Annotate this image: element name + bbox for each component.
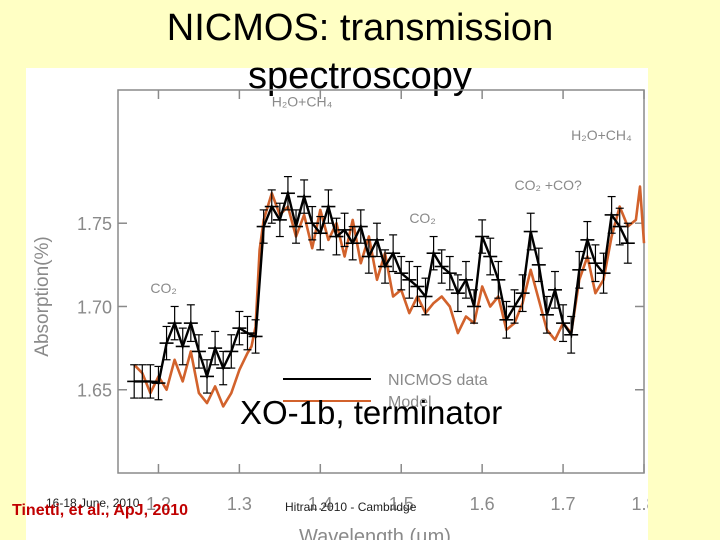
data-point (491, 260, 506, 299)
slide-subtitle: XO-1b, terminator (240, 394, 503, 431)
data-point (151, 365, 166, 401)
data-point (369, 222, 384, 258)
data-point (353, 209, 368, 244)
x-tick-label: 1.2 (146, 494, 171, 514)
data-point (386, 234, 401, 273)
data-point (467, 289, 482, 324)
legend-label-model: Model (388, 394, 432, 411)
data-point (483, 237, 498, 276)
y-tick-label: 1.75 (77, 214, 112, 234)
data-point (418, 277, 433, 316)
slide-title-line-1: NICMOS: transmission (166, 7, 554, 49)
legend-label-data: NICMOS data (388, 372, 488, 389)
plot-frame (117, 89, 645, 474)
data-point (434, 249, 449, 284)
x-tick-label: 1.4 (308, 494, 333, 514)
x-tick-label: 1.8 (631, 494, 648, 514)
data-point (183, 304, 198, 343)
data-point (200, 359, 215, 394)
data-point (588, 244, 603, 283)
data-point (337, 212, 352, 248)
species-annotation: CO₂ (150, 280, 176, 296)
footer-date: 16-18 June, 2010 (46, 496, 140, 510)
data-point (240, 315, 255, 351)
data-point (523, 212, 538, 251)
data-point (507, 289, 522, 324)
data-point (394, 255, 409, 291)
data-point (604, 195, 619, 234)
data-point (224, 334, 239, 369)
y-axis-label: Absorption(%) (32, 236, 53, 356)
data-point (531, 247, 546, 283)
citation: Tinetti, et al., ApJ, 2010 (12, 502, 189, 519)
data-point (159, 325, 174, 361)
data-point (539, 295, 554, 334)
species-annotation: H₂O+CH₄ (272, 94, 333, 110)
data-point (580, 220, 595, 259)
data-point (297, 179, 312, 214)
data-point (321, 189, 336, 224)
data-point (248, 319, 263, 354)
series-nicmos-data-line (134, 188, 629, 385)
data-point (191, 334, 206, 369)
species-annotation: H₂O+CH₄ (571, 127, 632, 143)
data-point (556, 304, 571, 343)
x-tick-label: 1.7 (551, 494, 576, 514)
data-point (272, 202, 287, 238)
data-point (402, 260, 417, 299)
species-annotation: CO₂ +CO? (515, 177, 583, 193)
data-point (515, 274, 530, 313)
species-annotation: CO₂ (409, 210, 435, 226)
data-point (442, 255, 457, 291)
data-point (475, 219, 490, 254)
data-point (264, 189, 279, 224)
data-point (280, 175, 295, 211)
data-point (289, 209, 304, 244)
data-point (426, 235, 441, 271)
data-point (620, 222, 635, 264)
data-point (305, 205, 320, 241)
absorption-spectrum-chart: 1.2 1.3 1.4 1.5 1.6 1.7 1.8 1.65 1.70 1.75 Wavelen… (32, 89, 648, 540)
data-point (167, 305, 182, 341)
data-point (450, 274, 465, 313)
y-tick-label: 1.70 (77, 297, 112, 317)
data-point (410, 265, 425, 308)
data-point (256, 209, 271, 244)
data-point (329, 217, 344, 256)
data-point (564, 315, 579, 354)
data-point (175, 327, 190, 366)
x-tick-label: 1.5 (389, 494, 414, 514)
data-point (547, 270, 562, 309)
x-tick-label: 1.3 (227, 494, 252, 514)
data-point (313, 215, 328, 251)
data-point (612, 207, 627, 246)
data-point (208, 330, 223, 366)
data-point (378, 249, 393, 284)
data-point (232, 310, 247, 346)
data-point (572, 250, 587, 289)
data-point (143, 364, 158, 399)
data-point (596, 252, 611, 294)
x-tick-label: 1.6 (470, 494, 495, 514)
footer-event: Hitran 2010 - Cambridge (285, 500, 417, 514)
y-tick-label: 1.65 (77, 381, 112, 401)
data-point (458, 260, 473, 299)
data-point (499, 300, 514, 339)
x-axis-label: Wavelength (µm) (299, 526, 451, 540)
